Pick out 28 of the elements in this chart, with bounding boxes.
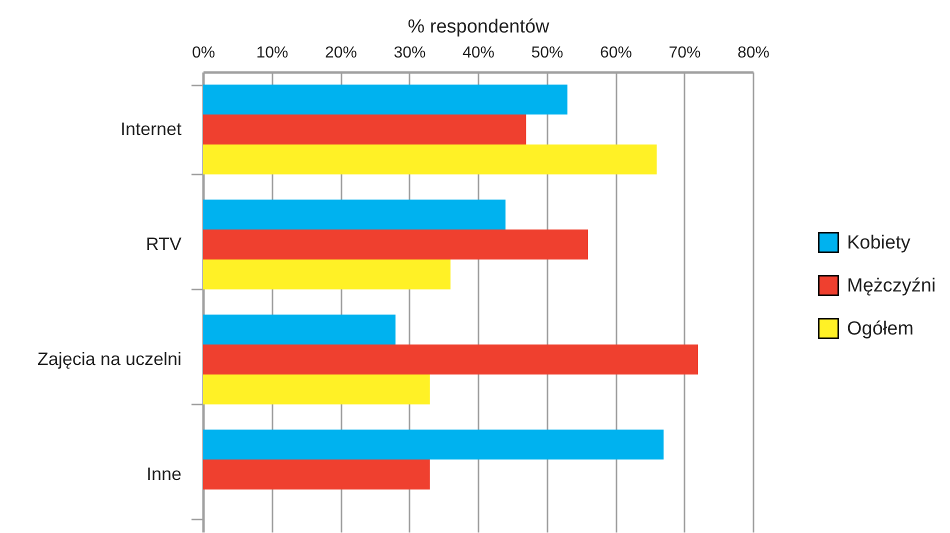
bar	[203, 460, 430, 490]
bar	[203, 144, 657, 174]
x-tick-label: 40%	[462, 44, 495, 62]
bar	[203, 84, 568, 115]
x-tick-label: 80%	[737, 44, 770, 62]
legend-label: Kobiety	[847, 232, 911, 254]
bar	[203, 430, 664, 460]
x-tick-label: 50%	[531, 44, 564, 62]
bar	[203, 374, 430, 404]
x-tick-label: 0%	[192, 44, 216, 62]
y-tick-label: Inne	[146, 464, 182, 484]
x-tick-label: 60%	[600, 44, 632, 62]
bar	[203, 314, 396, 345]
bar	[203, 259, 450, 290]
y-tick-label: Internet	[120, 119, 182, 139]
bar	[203, 200, 506, 230]
legend-label: Ogółem	[847, 318, 914, 340]
y-tick-label: RTV	[146, 234, 182, 254]
legend-label: Mężczyźni	[847, 276, 936, 296]
x-axis-title: % respondentów	[408, 16, 550, 38]
bar	[203, 114, 526, 144]
x-tick-label: 20%	[324, 44, 358, 62]
bar	[203, 344, 698, 374]
x-tick-label: 70%	[668, 44, 701, 62]
y-tick-label: Zajęcia na uczelni	[37, 349, 182, 369]
x-tick-label: 10%	[256, 44, 288, 62]
x-tick-label: 30%	[394, 44, 426, 62]
bar	[203, 230, 588, 260]
